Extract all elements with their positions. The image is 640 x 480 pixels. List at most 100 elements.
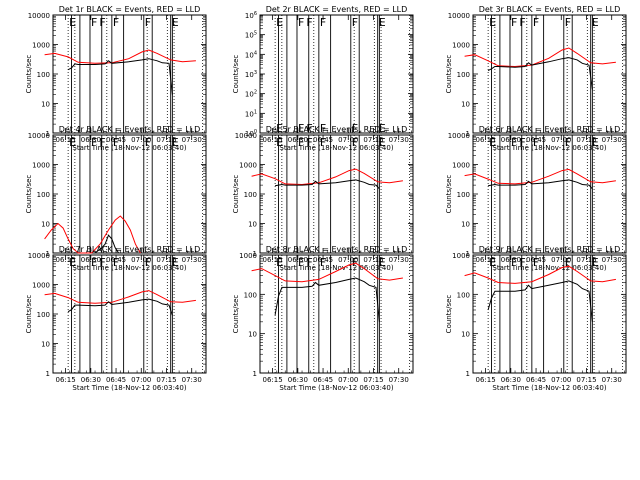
lld-series-line <box>251 262 403 283</box>
y-tick-label: 10 <box>248 331 257 339</box>
y-tick-exponent: 2 <box>254 90 257 96</box>
flag-label-top: F <box>533 136 539 149</box>
events-series-line <box>67 298 173 316</box>
y-tick-base: 10 <box>245 12 254 20</box>
flag-label-top: F <box>352 16 358 29</box>
flag-label-top: F <box>352 136 358 149</box>
y-tick-label: 10 <box>461 331 470 339</box>
flag-label-top: E <box>379 256 386 269</box>
flag-label-top: F <box>533 16 539 29</box>
events-series-line <box>487 57 593 90</box>
y-tick-label: 10 <box>461 101 470 109</box>
y-tick-base: 10 <box>245 110 254 118</box>
lld-series-line <box>464 168 616 185</box>
panel-title: Det 7r BLACK = Events, RED = LLD <box>59 245 201 254</box>
plot-frame <box>52 14 207 134</box>
y-tick-label: 100 <box>37 71 50 79</box>
flag-label-top: E <box>592 256 599 269</box>
flag-label-bottom: E <box>276 122 283 135</box>
y-tick-label: 100 <box>244 191 257 199</box>
y-axis-label: Counts/sec <box>445 295 453 334</box>
x-tick-label: 07:15 <box>576 376 596 384</box>
flag-label-top: F <box>320 256 326 269</box>
events-series-line <box>67 58 173 95</box>
y-tick-label: 10 <box>248 221 257 229</box>
flag-label-bottom: E <box>379 122 386 135</box>
panel-title: Det 8r BLACK = Events, RED = LLD <box>266 245 408 254</box>
y-tick-label: 10 <box>41 221 50 229</box>
events-series-line <box>487 179 593 190</box>
flag-label-top: F <box>91 256 97 269</box>
y-axis-label: Counts/sec <box>25 55 33 94</box>
flag-label-top: F <box>306 136 312 149</box>
x-tick-label: 06:15 <box>476 376 496 384</box>
flag-label-top: E <box>592 16 599 29</box>
plot-frame <box>259 254 414 374</box>
y-tick-label: 100 <box>457 291 470 299</box>
x-tick-label: 06:30 <box>288 376 308 384</box>
y-tick-label: 10000 <box>28 132 50 140</box>
y-axis-label: Counts/sec <box>232 55 240 94</box>
flag-label-top: E <box>276 16 283 29</box>
flag-label-top: E <box>69 16 76 29</box>
flag-label-top: F <box>565 16 571 29</box>
y-tick-label: 104 <box>245 50 257 59</box>
flag-label-top: F <box>533 256 539 269</box>
plot-frame <box>259 134 414 254</box>
panel-title: Det 6r BLACK = Events, RED = LLD <box>479 125 621 134</box>
flag-label-top: F <box>519 256 525 269</box>
panel-title: Det 4r BLACK = Events, RED = LLD <box>59 125 201 134</box>
flag-label-top: F <box>306 16 312 29</box>
flag-label-top: F <box>145 136 151 149</box>
flag-label-top: F <box>99 136 105 149</box>
detector-panel: Det 8r BLACK = Events, RED = LLD11010010… <box>232 245 414 392</box>
y-tick-label: 10000 <box>448 12 470 20</box>
x-tick-label: 07:30 <box>602 376 622 384</box>
plot-frame <box>259 14 414 134</box>
flag-label-top: E <box>489 256 496 269</box>
lld-series-line <box>44 215 141 254</box>
flag-label-top: F <box>352 256 358 269</box>
x-tick-label: 06:45 <box>313 376 333 384</box>
y-tick-label: 1 <box>466 130 470 138</box>
flag-label-top: E <box>172 256 179 269</box>
y-tick-base: 10 <box>245 71 254 79</box>
x-axis-label: Start Time (18-Nov-12 06:03:40) <box>492 384 606 392</box>
panel-title: Det 1r BLACK = Events, RED = LLD <box>59 5 201 14</box>
y-tick-label: 1000 <box>452 42 470 50</box>
y-tick-label: 106 <box>245 11 257 20</box>
x-tick-label: 07:00 <box>551 376 571 384</box>
y-tick-label: 1 <box>253 370 257 378</box>
events-series-line <box>274 277 380 322</box>
y-tick-label: 10 <box>41 341 50 349</box>
y-tick-base: 10 <box>245 91 254 99</box>
y-tick-label: 10 <box>461 221 470 229</box>
y-axis-label: Counts/sec <box>25 295 33 334</box>
x-tick-label: 07:15 <box>156 376 176 384</box>
flag-label-top: F <box>565 136 571 149</box>
y-tick-label: 105 <box>245 31 257 40</box>
y-axis-label: Counts/sec <box>232 295 240 334</box>
flag-label-top: F <box>91 136 97 149</box>
flag-label-top: E <box>172 136 179 149</box>
x-tick-label: 07:00 <box>131 376 151 384</box>
flag-label-top: F <box>298 136 304 149</box>
x-tick-label: 07:00 <box>338 376 358 384</box>
flag-label-top: F <box>511 136 517 149</box>
x-tick-label: 06:45 <box>106 376 126 384</box>
y-tick-label: 1000 <box>239 252 257 260</box>
flag-label-top: F <box>298 16 304 29</box>
lld-series-line <box>251 168 403 186</box>
y-tick-label: 1 <box>46 250 50 258</box>
detector-panel: Det 9r BLACK = Events, RED = LLD11010010… <box>445 245 627 392</box>
lld-series-line <box>464 47 616 68</box>
x-tick-label: 06:30 <box>501 376 521 384</box>
x-axis-label: Start Time (18-Nov-12 06:03:40) <box>279 384 393 392</box>
flag-label-top: F <box>99 16 105 29</box>
plot-frame <box>52 134 207 254</box>
y-axis-label: Counts/sec <box>232 175 240 214</box>
y-tick-label: 1000 <box>32 42 50 50</box>
flag-label-top: F <box>113 256 119 269</box>
flag-label-top: F <box>113 136 119 149</box>
lld-series-line <box>44 49 196 64</box>
